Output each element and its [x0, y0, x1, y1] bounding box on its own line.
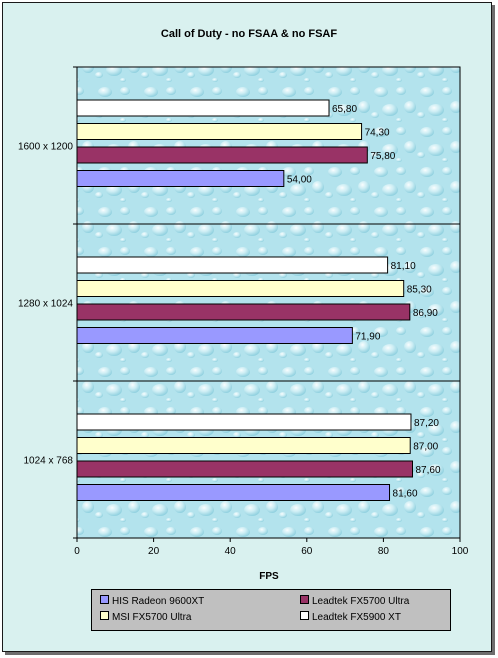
bar-value-label: 74,30	[365, 128, 390, 139]
legend-swatch	[100, 595, 109, 604]
bar-value-label: 65,80	[332, 104, 357, 115]
legend: HIS Radeon 9600XT Leadtek FX5700 Ultra MSI…	[91, 589, 451, 631]
legend-label: HIS Radeon 9600XT	[112, 596, 205, 607]
bar	[76, 484, 391, 501]
bar-value-label: 86,90	[413, 308, 438, 319]
bar	[76, 413, 412, 431]
bar	[76, 170, 285, 187]
legend-item: MSI FX5700 Ultra	[100, 611, 191, 625]
legend-label: Leadtek FX5700 Ultra	[312, 596, 410, 607]
bar	[76, 123, 363, 140]
legend-label: MSI FX5700 Ultra	[112, 612, 192, 623]
bar	[76, 327, 353, 344]
plot-area	[76, 66, 461, 539]
bar	[76, 303, 411, 321]
bar	[76, 99, 330, 117]
x-tick-label: 0	[74, 546, 80, 557]
x-axis-title: FPS	[259, 571, 279, 582]
category-label: 1024 x 768	[24, 456, 74, 467]
legend-swatch	[100, 611, 109, 620]
category-label: 1280 x 1024	[18, 299, 73, 310]
bar	[76, 146, 368, 164]
bar-value-label: 85,30	[407, 285, 432, 296]
x-tick-label: 60	[301, 546, 313, 557]
bar-value-label: 87,20	[414, 418, 439, 429]
chart-title: Call of Duty - no FSAA & no FSAF	[161, 28, 337, 40]
chart-frame: Call of Duty - no FSAA & no FSAF 54,00 75…	[2, 2, 492, 652]
legend-item: Leadtek FX5700 Ultra	[300, 595, 409, 609]
x-tick-label: 20	[148, 546, 160, 557]
axis-layer: 1600 x 1200 1280 x 1024 1024 x 768 0 20 40 60 8…	[18, 66, 469, 557]
bar-value-label: 54,00	[287, 175, 312, 186]
bar-value-label: 81,10	[391, 261, 416, 272]
bars-layer: 54,00 75,80 74,30 65,80 71,90 86,90 85,30 81,10…	[76, 99, 441, 501]
x-tick-label: 80	[378, 546, 390, 557]
legend-swatch	[300, 595, 309, 604]
bar-value-label: 71,90	[355, 332, 380, 343]
chart-svg: Call of Duty - no FSAA & no FSAF 54,00 75…	[18, 28, 469, 582]
bar	[76, 280, 405, 297]
x-tick-label: 100	[452, 546, 469, 557]
bar	[76, 256, 389, 274]
bar-value-label: 87,60	[416, 465, 441, 476]
x-tick-label: 40	[225, 546, 237, 557]
category-label: 1600 x 1200	[18, 142, 73, 153]
bar	[76, 437, 411, 454]
bar-value-label: 81,60	[393, 489, 418, 500]
legend-item: HIS Radeon 9600XT	[100, 595, 204, 609]
bar-value-label: 87,00	[413, 442, 438, 453]
legend-swatch	[300, 611, 309, 620]
bar-value-label: 75,80	[370, 151, 395, 162]
legend-item: Leadtek FX5900 XT	[300, 611, 401, 625]
legend-label: Leadtek FX5900 XT	[312, 612, 401, 623]
bar	[76, 460, 414, 478]
